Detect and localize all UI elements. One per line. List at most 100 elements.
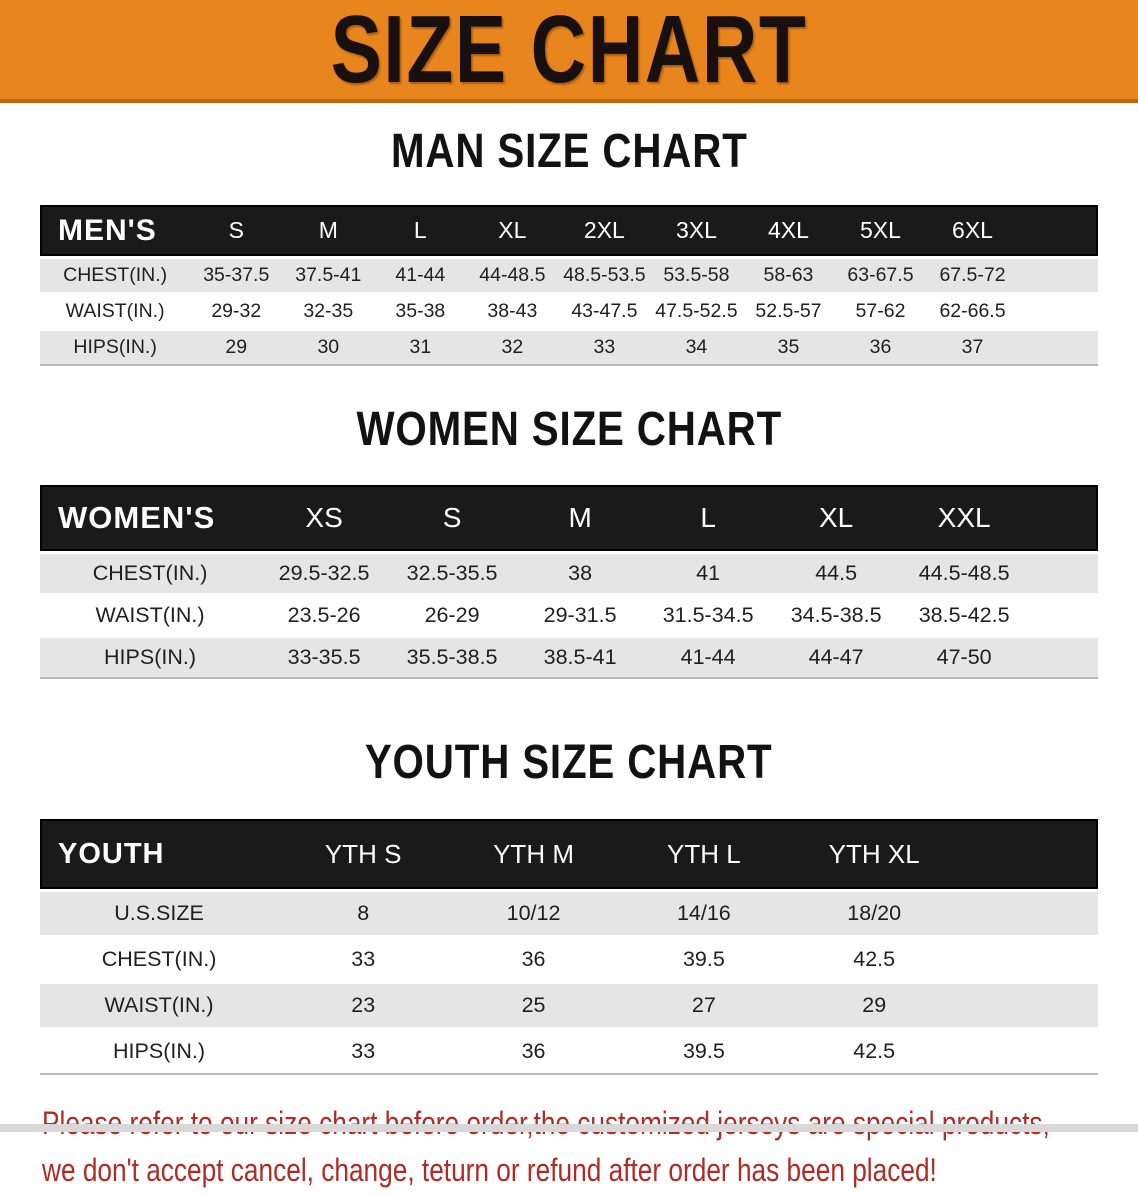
section-youth: YOUTH SIZE CHART YOUTH YTH S YTH M YTH L YTH… [0, 739, 1138, 1078]
cell-value: 30 [282, 331, 375, 366]
row-label: WAIST(IN.) [40, 596, 261, 635]
cell-value: 14/16 [618, 892, 790, 935]
spacer-cell [959, 892, 1098, 935]
column-header: YTH M [448, 819, 619, 889]
cell-value: 37.5-41 [282, 259, 375, 292]
cell-value: 38.5-41 [516, 638, 645, 679]
women-size-chart-title: WOMEN SIZE CHART [356, 403, 782, 456]
cell-value: 35.5-38.5 [388, 638, 517, 679]
row-label: U.S.SIZE [40, 892, 279, 935]
column-header: YTH L [618, 819, 790, 889]
spacer-cell [1018, 295, 1098, 328]
youth-size-table: YOUTH YTH S YTH M YTH L YTH XL U.S.SIZE 8 10/12… [40, 816, 1098, 1078]
row-label: HIPS(IN.) [40, 638, 261, 679]
row-label: CHEST(IN.) [40, 554, 261, 593]
cell-value: 23.5-26 [260, 596, 389, 635]
cell-value: 36 [448, 938, 619, 981]
cell-value: 29.5-32.5 [260, 554, 389, 593]
cell-value: 8 [278, 892, 449, 935]
row-label: WAIST(IN.) [40, 984, 279, 1027]
cell-value: 47-50 [900, 638, 1029, 679]
cell-value: 58-63 [742, 259, 835, 292]
table-header-label: MEN'S [40, 205, 191, 256]
row-label: HIPS(IN.) [40, 1030, 279, 1075]
spacer-cell [1028, 638, 1098, 679]
cell-value: 35 [742, 331, 835, 366]
spacer-cell [1028, 554, 1098, 593]
row-label: HIPS(IN.) [40, 331, 191, 366]
cell-value: 38-43 [466, 295, 559, 328]
men-size-table: MEN'S S M L XL 2XL 3XL 4XL 5XL 6XL CHEST(IN.) 35-37… [40, 202, 1098, 369]
cell-value: 33 [558, 331, 651, 366]
column-header: 3XL [650, 205, 743, 256]
column-header: XL [772, 485, 901, 551]
cell-value: 34.5-38.5 [772, 596, 901, 635]
section-men: MAN SIZE CHART MEN'S S M L XL 2XL 3XL 4XL 5XL 6XL… [0, 128, 1138, 369]
cell-value: 29-31.5 [516, 596, 645, 635]
table-row: CHEST(IN.) 29.5-32.5 32.5-35.5 38 41 44.5 44.5… [40, 554, 1098, 593]
column-header: 5XL [834, 205, 927, 256]
cell-value: 32.5-35.5 [388, 554, 517, 593]
row-label: WAIST(IN.) [40, 295, 191, 328]
column-header: L [374, 205, 467, 256]
cell-value: 44-48.5 [466, 259, 559, 292]
man-size-chart-title: MAN SIZE CHART [390, 125, 748, 178]
cell-value: 41-44 [644, 638, 773, 679]
cell-value: 29-32 [190, 295, 283, 328]
column-header: YTH XL [789, 819, 960, 889]
cell-value: 48.5-53.5 [558, 259, 651, 292]
column-header: XL [466, 205, 559, 256]
column-header: 4XL [742, 205, 835, 256]
column-header: L [644, 485, 773, 551]
cell-value: 38.5-42.5 [900, 596, 1029, 635]
row-label: CHEST(IN.) [40, 938, 279, 981]
spacer-cell [1018, 259, 1098, 292]
spacer-cell [959, 938, 1098, 981]
spacer-cell [1028, 485, 1098, 551]
cell-value: 36 [834, 331, 927, 366]
cell-value: 39.5 [618, 938, 790, 981]
cell-value: 36 [448, 1030, 619, 1075]
cell-value: 42.5 [789, 1030, 960, 1075]
cell-value: 29 [789, 984, 960, 1027]
column-header: M [282, 205, 375, 256]
cell-value: 67.5-72 [926, 259, 1019, 292]
section-women: WOMEN SIZE CHART WOMEN'S XS S M L XL XXL CHEST(… [0, 406, 1138, 682]
cell-value: 62-66.5 [926, 295, 1019, 328]
spacer-cell [959, 1030, 1098, 1075]
banner: SIZE CHART [0, 0, 1138, 103]
cell-value: 31 [374, 331, 467, 366]
disclaimer-line-2: we don't accept cancel, change, teturn o… [42, 1152, 937, 1188]
cell-value: 18/20 [789, 892, 960, 935]
table-row: WAIST(IN.) 23.5-26 26-29 29-31.5 31.5-34.5 34… [40, 596, 1098, 635]
cell-value: 52.5-57 [742, 295, 835, 328]
cell-value: 35-38 [374, 295, 467, 328]
cell-value: 32 [466, 331, 559, 366]
cell-value: 25 [448, 984, 619, 1027]
cell-value: 57-62 [834, 295, 927, 328]
spacer-cell [959, 984, 1098, 1027]
cell-value: 41 [644, 554, 773, 593]
cell-value: 33 [278, 938, 449, 981]
row-label: CHEST(IN.) [40, 259, 191, 292]
cell-value: 33 [278, 1030, 449, 1075]
column-header: 6XL [926, 205, 1019, 256]
spacer-cell [1018, 205, 1098, 256]
cell-value: 37 [926, 331, 1019, 366]
disclaimer: Please refer to our size chart before or… [42, 1100, 1138, 1194]
cell-value: 63-67.5 [834, 259, 927, 292]
spacer-cell [959, 819, 1098, 889]
cell-value: 35-37.5 [190, 259, 283, 292]
cell-value: 23 [278, 984, 449, 1027]
cell-value: 44.5 [772, 554, 901, 593]
column-header: YTH S [278, 819, 449, 889]
table-header-label: WOMEN'S [40, 485, 261, 551]
table-row: HIPS(IN.) 29 30 31 32 33 34 35 36 37 [40, 331, 1098, 366]
cell-value: 47.5-52.5 [650, 295, 743, 328]
cell-value: 53.5-58 [650, 259, 743, 292]
column-header: S [388, 485, 517, 551]
cell-value: 44.5-48.5 [900, 554, 1029, 593]
table-row: WAIST(IN.) 23 25 27 29 [40, 984, 1098, 1027]
cell-value: 42.5 [789, 938, 960, 981]
women-size-table: WOMEN'S XS S M L XL XXL CHEST(IN.) 29.5-32.5 32.5… [40, 482, 1098, 682]
